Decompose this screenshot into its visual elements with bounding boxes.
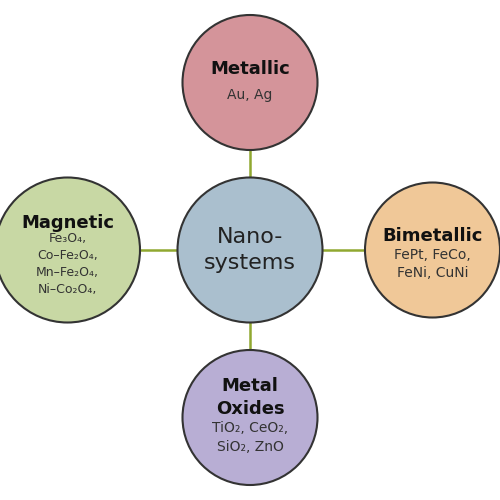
Text: Au, Ag: Au, Ag <box>228 88 272 102</box>
Text: Magnetic: Magnetic <box>21 214 114 232</box>
Circle shape <box>182 15 318 150</box>
Circle shape <box>182 350 318 485</box>
Circle shape <box>365 182 500 318</box>
Text: TiO₂, CeO₂,
SiO₂, ZnO: TiO₂, CeO₂, SiO₂, ZnO <box>212 422 288 454</box>
Circle shape <box>0 178 140 322</box>
Text: FePt, FeCo,
FeNi, CuNi: FePt, FeCo, FeNi, CuNi <box>394 248 471 280</box>
Text: Metallic: Metallic <box>210 60 290 78</box>
Text: Fe₃O₄,
Co–Fe₂O₄,
Mn–Fe₂O₄,
Ni–Co₂O₄,: Fe₃O₄, Co–Fe₂O₄, Mn–Fe₂O₄, Ni–Co₂O₄, <box>36 232 99 296</box>
Circle shape <box>178 178 322 322</box>
Text: Bimetallic: Bimetallic <box>382 227 482 245</box>
Text: Nano-
systems: Nano- systems <box>204 227 296 273</box>
Text: Metal
Oxides: Metal Oxides <box>216 378 284 418</box>
